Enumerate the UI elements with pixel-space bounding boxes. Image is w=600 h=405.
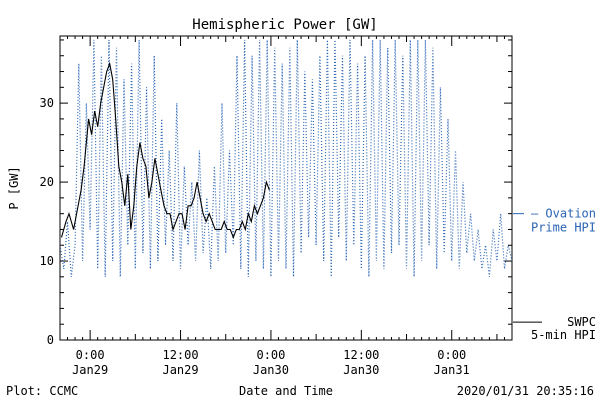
legend-label-ovation: — Ovation — [531, 207, 596, 221]
x-tick-time-label: 0:00 — [76, 348, 105, 362]
series-line-swpc-5min-hpi — [60, 61, 270, 239]
series-line-ovation-prime-hpi — [60, 39, 512, 277]
footer-plot-credit: Plot: CCMC — [6, 384, 78, 398]
legend-label-ovation: Prime HPI — [531, 221, 596, 235]
y-axis-label: P [GW] — [7, 166, 21, 209]
x-tick-date-label: Jan31 — [434, 363, 470, 377]
y-tick-label: 30 — [40, 96, 54, 110]
plot-frame — [59, 35, 513, 341]
series-group — [60, 39, 512, 277]
x-tick-date-label: Jan30 — [343, 363, 379, 377]
legend-label-swpc: 5-min HPI — [531, 328, 596, 342]
legend-label-swpc: SWPC — [567, 315, 596, 329]
footer-timestamp: 2020/01/31 20:35:16 — [457, 384, 594, 398]
y-tick-label: 0 — [47, 333, 54, 347]
x-tick-date-label: Jan29 — [162, 363, 198, 377]
x-tick-time-label: 0:00 — [256, 348, 285, 362]
chart-title: Hemispheric Power [GW] — [192, 17, 377, 33]
x-tick-date-label: Jan29 — [72, 363, 108, 377]
x-tick-time-label: 12:00 — [343, 348, 379, 362]
plot-area: 01020300:00Jan2912:00Jan290:00Jan3012:00… — [40, 35, 513, 377]
x-tick-time-label: 12:00 — [162, 348, 198, 362]
x-axis-label: Date and Time — [239, 384, 333, 398]
y-tick-label: 20 — [40, 175, 54, 189]
y-tick-label: 10 — [40, 254, 54, 268]
x-tick-time-label: 0:00 — [437, 348, 466, 362]
x-tick-date-label: Jan30 — [253, 363, 289, 377]
